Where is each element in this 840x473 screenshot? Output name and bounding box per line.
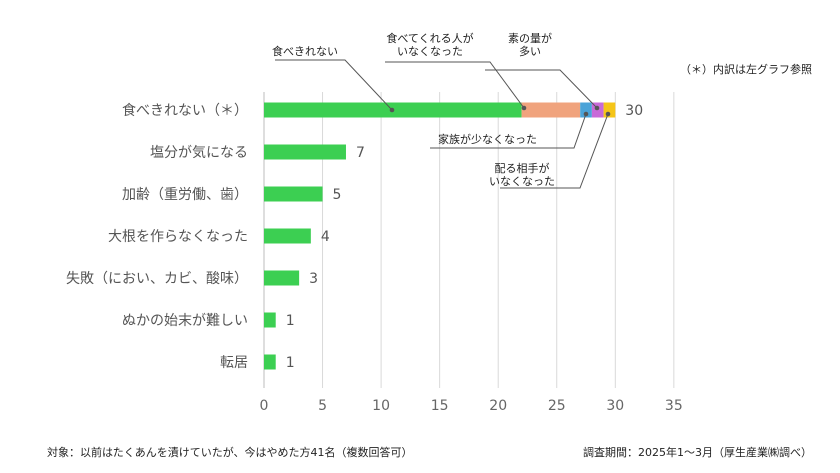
annotation-leader — [430, 113, 587, 149]
value-label: 1 — [286, 355, 295, 371]
annotation-dot — [594, 105, 600, 111]
x-tick-label: 20 — [489, 398, 507, 414]
x-tick-label: 10 — [372, 398, 390, 414]
annotation-dot — [521, 105, 527, 111]
bar-segment — [603, 102, 616, 118]
annotation-leader — [485, 69, 598, 109]
category-label: 食べきれない（＊） — [122, 102, 248, 119]
value-label: 3 — [309, 271, 318, 287]
bar — [264, 144, 346, 160]
annotation-dot — [583, 111, 589, 117]
source-note: 調査期間：2025年1～3月（厚生産業㈱調べ） — [583, 446, 812, 459]
annotation-text: 食べてくれる人が — [386, 31, 473, 45]
value-label: 1 — [286, 313, 295, 329]
annotation-dot — [605, 111, 611, 117]
value-label: 4 — [321, 229, 330, 245]
breakdown-note: （＊）内訳は左グラフ参照 — [680, 63, 812, 76]
bar — [264, 312, 276, 328]
x-tick-label: 0 — [260, 398, 269, 414]
annotation-text: いなくなった — [489, 175, 555, 188]
category-label: 失敗（におい、カビ、酸味） — [66, 271, 248, 287]
x-tick-label: 5 — [318, 398, 327, 414]
bar-segment — [521, 102, 581, 118]
annotation-text: いなくなった — [397, 45, 463, 58]
category-label: ぬかの始末が難しい — [122, 313, 248, 329]
annotation-text: 配る相手が — [495, 161, 550, 175]
annotation-leader — [275, 59, 393, 111]
value-label: 5 — [333, 187, 342, 203]
bar — [264, 186, 323, 202]
x-tick-label: 15 — [431, 398, 449, 414]
bar-segment — [580, 102, 592, 118]
bar — [264, 354, 276, 370]
category-label: 加齢（重労働、歯） — [122, 187, 248, 203]
annotation-text: 多い — [519, 44, 541, 58]
annotation-text: 食べきれない — [272, 44, 338, 58]
subject-note: 対象：以前はたくあんを漬けていたが、今はやめた方41名（複数回答可） — [47, 446, 413, 459]
annotation-leader — [385, 61, 525, 109]
value-label: 30 — [625, 103, 643, 119]
category-label: 塩分が気になる — [150, 145, 248, 161]
annotation-text: 家族が少なくなった — [438, 132, 537, 146]
x-tick-label: 25 — [548, 398, 566, 414]
x-tick-label: 30 — [606, 398, 624, 414]
category-label: 転居 — [220, 355, 248, 371]
x-tick-label: 35 — [665, 398, 683, 414]
bar — [264, 228, 311, 244]
value-label: 7 — [356, 145, 365, 161]
bar — [264, 270, 300, 286]
annotation-leader — [500, 113, 609, 189]
category-label: 大根を作らなくなった — [108, 229, 248, 245]
annotation-text: 素の量が — [508, 31, 552, 45]
annotation-dot — [389, 107, 395, 113]
